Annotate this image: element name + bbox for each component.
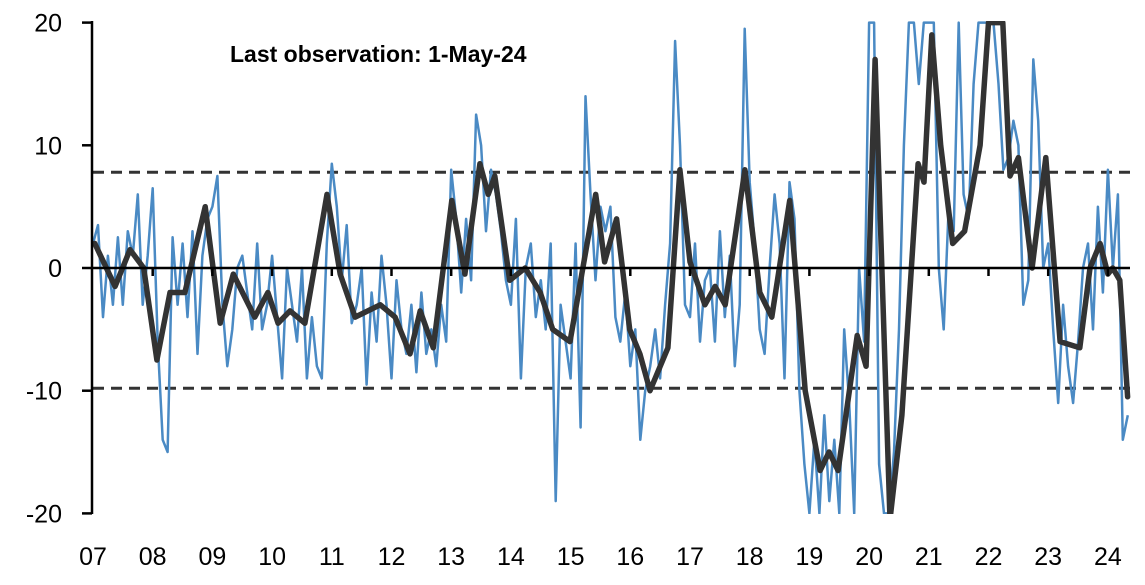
x-tick-label: 13 bbox=[437, 543, 465, 571]
x-tick-label: 10 bbox=[258, 543, 286, 571]
x-tick-label: 07 bbox=[79, 543, 107, 571]
y-tick-label: 0 bbox=[48, 255, 62, 283]
y-tick-label: 10 bbox=[34, 132, 62, 160]
last-observation-annotation: Last observation: 1-May-24 bbox=[230, 41, 527, 67]
x-tick-label: 08 bbox=[139, 543, 167, 571]
y-tick-label: -10 bbox=[26, 378, 62, 406]
x-tick-label: 18 bbox=[736, 543, 764, 571]
x-tick-label: 19 bbox=[795, 543, 823, 571]
y-tick-label: -20 bbox=[26, 500, 62, 528]
x-tick-label: 17 bbox=[676, 543, 704, 571]
y-tick-label: 20 bbox=[34, 10, 62, 38]
x-tick-label: 21 bbox=[915, 543, 943, 571]
x-tick-label: 20 bbox=[855, 543, 883, 571]
series-line-black bbox=[93, 21, 1131, 514]
series-line-blue bbox=[93, 21, 1130, 514]
x-tick-label: 23 bbox=[1034, 543, 1062, 571]
x-tick-label: 09 bbox=[198, 543, 226, 571]
x-tick-label: 16 bbox=[616, 543, 644, 571]
x-tick-label: 24 bbox=[1094, 543, 1122, 571]
x-tick-label: 14 bbox=[497, 543, 525, 571]
x-tick-label: 15 bbox=[557, 543, 585, 571]
x-tick-label: 11 bbox=[319, 543, 345, 571]
x-tick-label: 12 bbox=[378, 543, 406, 571]
x-tick-label: 22 bbox=[975, 543, 1003, 571]
